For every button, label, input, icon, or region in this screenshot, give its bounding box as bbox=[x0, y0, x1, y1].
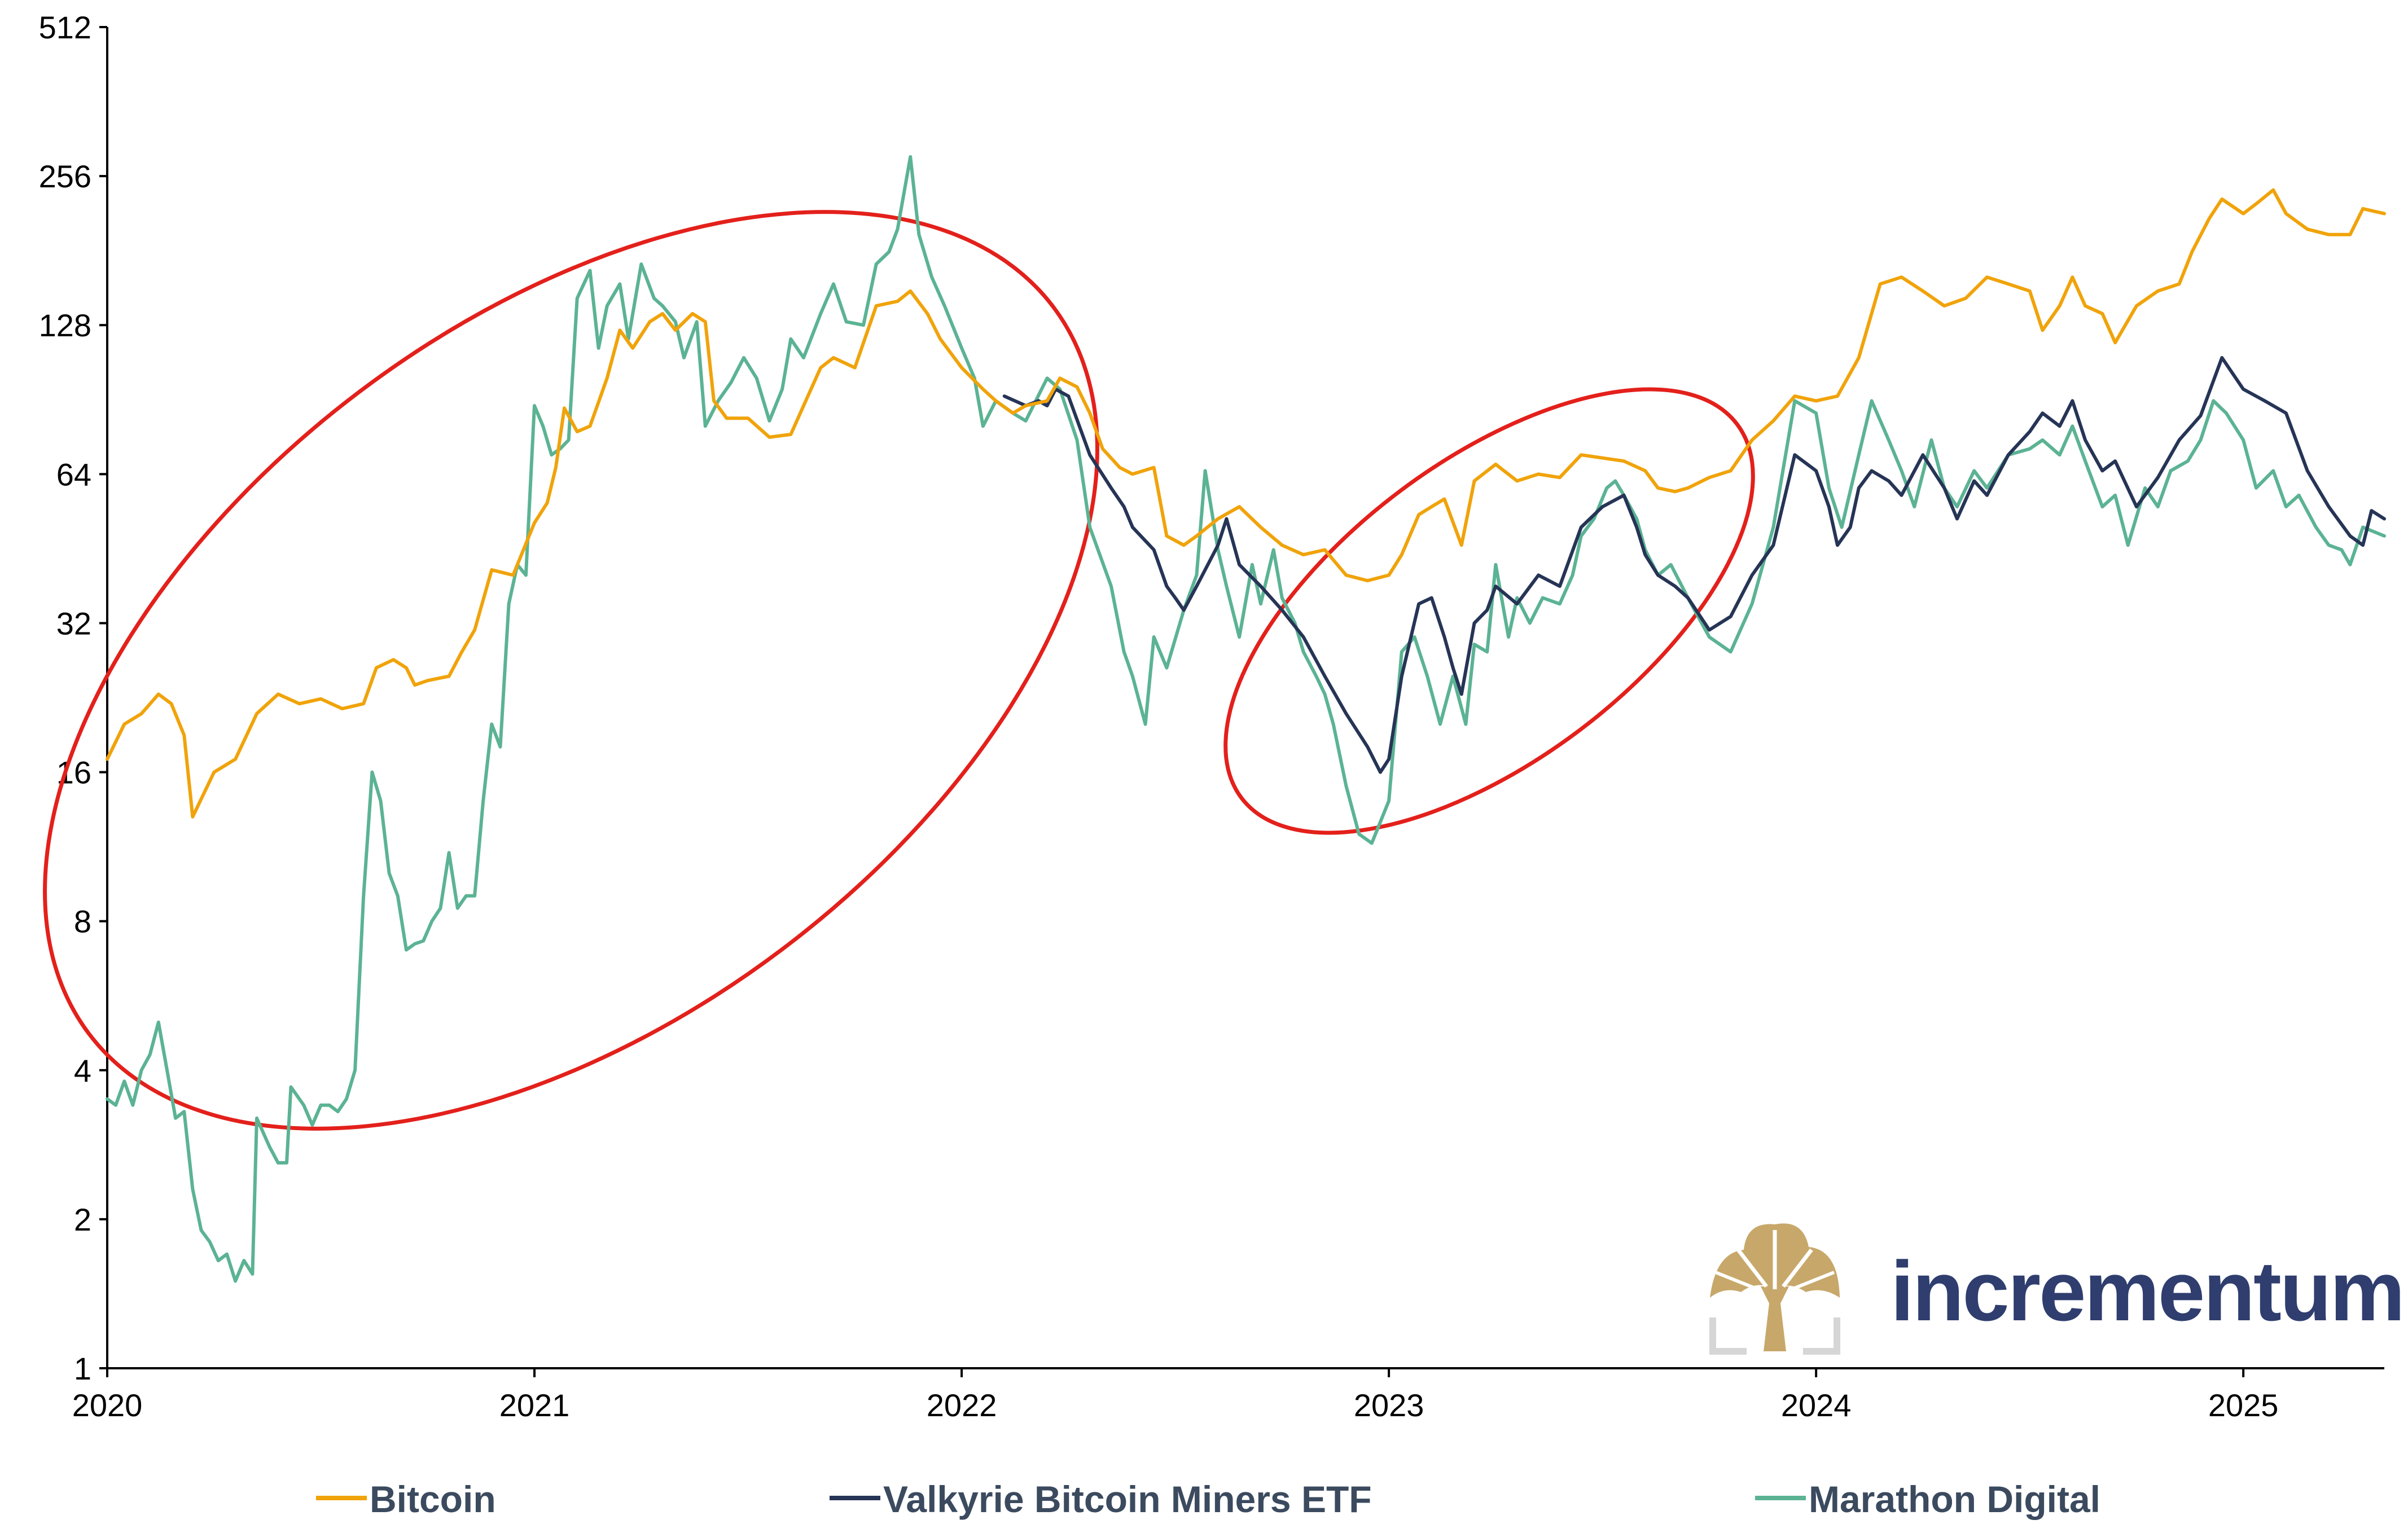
y-tick-label-8: 8 bbox=[74, 904, 91, 939]
legend-item-valkyrie: Valkyrie Bitcoin Miners ETF bbox=[830, 1478, 1372, 1520]
x-axis-ticks: 2020 2021 2022 2023 2024 2025 bbox=[72, 1368, 2279, 1423]
series-line-valkyrie bbox=[1002, 356, 2386, 774]
x-tick-label-2024: 2024 bbox=[1781, 1387, 1852, 1423]
y-tick-label-1: 1 bbox=[74, 1351, 91, 1386]
tree-icon bbox=[1709, 1223, 1840, 1355]
highlight-ellipse-2023 bbox=[1223, 387, 1755, 835]
y-tick-label-256: 256 bbox=[39, 159, 91, 194]
highlight-ellipse-2020-2022 bbox=[43, 210, 1099, 1131]
x-tick-label-2025: 2025 bbox=[2208, 1387, 2279, 1423]
legend: Bitcoin Valkyrie Bitcoin Miners ETF Mara… bbox=[316, 1478, 2100, 1520]
x-tick-label-2022: 2022 bbox=[927, 1387, 997, 1423]
y-tick-label-64: 64 bbox=[56, 456, 91, 492]
y-tick-label-2: 2 bbox=[74, 1202, 91, 1237]
series-line-bitcoin bbox=[106, 188, 2386, 819]
legend-label-marathon: Marathon Digital bbox=[1809, 1478, 2100, 1520]
legend-label-valkyrie: Valkyrie Bitcoin Miners ETF bbox=[883, 1478, 1372, 1520]
series-line-marathon bbox=[106, 155, 2386, 1283]
y-tick-label-4: 4 bbox=[74, 1053, 91, 1088]
legend-label-bitcoin: Bitcoin bbox=[370, 1478, 496, 1520]
incrementum-logo: incrementum bbox=[1709, 1223, 2405, 1355]
legend-item-marathon: Marathon Digital bbox=[1755, 1478, 2100, 1520]
logo-text: incrementum bbox=[1891, 1244, 2403, 1338]
x-tick-label-2020: 2020 bbox=[72, 1387, 143, 1423]
series-layer bbox=[106, 155, 2386, 1283]
annotations bbox=[43, 210, 1755, 1131]
y-tick-label-32: 32 bbox=[56, 605, 91, 641]
legend-item-bitcoin: Bitcoin bbox=[316, 1478, 496, 1520]
y-tick-label-512: 512 bbox=[39, 10, 91, 45]
y-tick-label-128: 128 bbox=[39, 308, 91, 343]
x-tick-label-2023: 2023 bbox=[1354, 1387, 1424, 1423]
x-tick-label-2021: 2021 bbox=[499, 1387, 570, 1423]
